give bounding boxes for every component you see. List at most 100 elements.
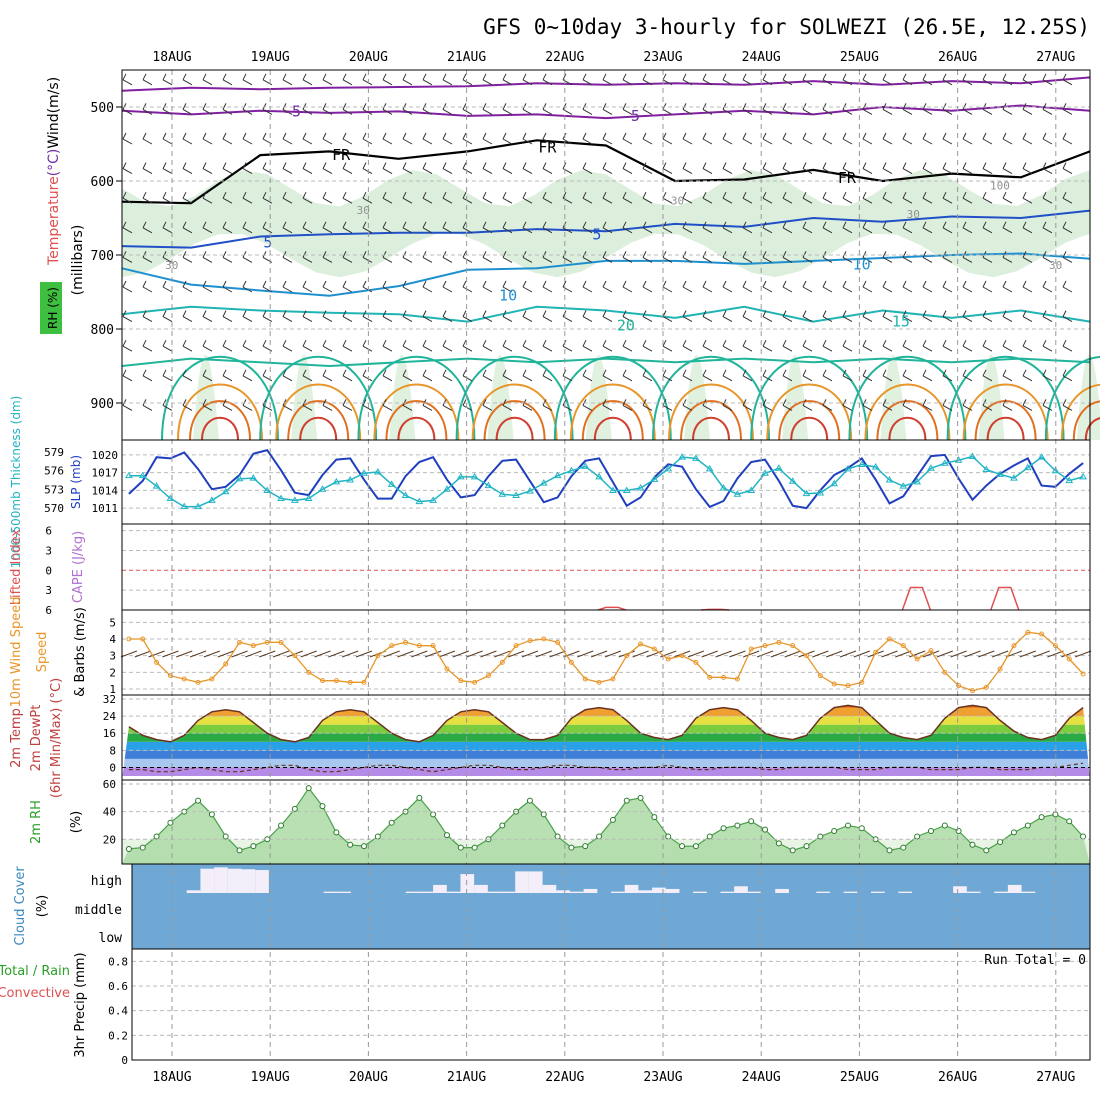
wind-barb <box>762 132 773 145</box>
wind-barb <box>702 280 713 293</box>
thickness-tick-label: 579 <box>44 446 64 459</box>
wind-barb <box>1019 650 1036 658</box>
contour-label: 5 <box>263 233 272 251</box>
wind-barb <box>622 162 633 175</box>
wind-barb <box>622 369 633 382</box>
wind-barb <box>742 251 753 263</box>
rh-marker <box>333 829 340 836</box>
rh-marker <box>443 832 450 839</box>
wind-barb <box>922 251 933 263</box>
wind-barb <box>282 191 293 204</box>
wind-marker <box>568 659 574 665</box>
wind-barb <box>282 103 293 115</box>
wind-marker <box>250 643 256 649</box>
wind-barb <box>942 310 953 323</box>
wind-barb <box>582 191 593 204</box>
wind-barb <box>342 221 353 234</box>
wind-barb <box>1042 73 1053 86</box>
wind-barb <box>582 221 593 234</box>
wind-barb <box>662 339 673 352</box>
thickness-marker <box>360 469 368 476</box>
wind-barb <box>322 310 333 323</box>
wind-barb <box>442 73 453 86</box>
wind-barb <box>402 399 413 411</box>
wind-barb <box>1062 399 1073 411</box>
high-cloud-bar <box>227 868 242 893</box>
wind-barb <box>729 650 746 658</box>
high-cloud-bar <box>405 891 420 893</box>
wind-barb <box>462 399 473 411</box>
wind-barb <box>259 650 276 658</box>
wind-barb <box>222 399 233 411</box>
contour-label: 15 <box>892 313 910 331</box>
wind-barb <box>770 650 788 658</box>
wind-barb <box>162 310 173 323</box>
wind10-group <box>120 621 1092 694</box>
wind-barb <box>402 191 413 204</box>
date-label-top: 20AUG <box>349 50 388 65</box>
wind-barb <box>822 132 833 145</box>
wind-marker <box>333 678 339 684</box>
wind-barb <box>282 310 293 323</box>
rh-marker <box>775 840 782 847</box>
wind-barb <box>262 191 273 204</box>
wind-barb <box>782 251 793 263</box>
wind-barb <box>642 73 653 86</box>
wind-barb <box>302 399 313 411</box>
wind-barb <box>342 162 353 175</box>
wind-barb <box>1042 103 1053 115</box>
wind-barb <box>342 103 353 115</box>
wind-tick-label: 1 <box>109 683 116 696</box>
thickness-marker <box>982 465 991 472</box>
wind-barb <box>862 132 873 145</box>
thickness-marker <box>539 479 548 486</box>
wind-barb <box>122 339 133 352</box>
wind-marker <box>1080 671 1086 677</box>
thickness-marker <box>332 477 341 485</box>
wind-barb <box>1062 103 1073 115</box>
thickness-marker <box>498 490 507 497</box>
wind-barb <box>922 399 933 411</box>
wind-barb <box>542 221 553 234</box>
wind-barb <box>602 251 613 263</box>
wind-barb <box>825 650 843 658</box>
wind-marker <box>292 653 298 659</box>
wind-barb <box>242 339 253 352</box>
wind-barb <box>782 191 793 204</box>
wind-barb <box>262 280 273 293</box>
warm-contour <box>876 400 939 441</box>
isotherm-line <box>121 252 1091 297</box>
wind-barb <box>882 162 893 175</box>
wind-marker <box>914 656 920 662</box>
ylabel-part: Temperature <box>46 176 62 266</box>
wind-barb <box>662 251 673 263</box>
wind-barb <box>862 399 873 411</box>
wind-barb <box>342 251 353 263</box>
wind-barb <box>1005 650 1023 658</box>
thickness-marker <box>304 494 313 502</box>
wind-barb <box>682 369 693 382</box>
wind-barb <box>302 310 313 323</box>
warm-contour <box>177 383 263 441</box>
date-label-bottom: 25AUG <box>840 1070 879 1085</box>
precip-tick-label: 0 <box>121 1054 128 1067</box>
wind-barb <box>522 369 533 382</box>
precip-ylabel: 3hr Precip (mm) <box>73 952 88 1057</box>
rh-marker <box>125 845 132 852</box>
thickness-marker <box>774 464 783 471</box>
thickness-marker <box>526 487 534 494</box>
wind-barb <box>1022 280 1033 293</box>
warm-contour <box>1060 383 1100 441</box>
wind-barb <box>604 650 622 658</box>
wind-barb <box>662 162 673 175</box>
wind-barb <box>272 650 290 658</box>
wind-marker <box>707 674 713 680</box>
cloud-ylabel: Cloud Cover <box>13 866 28 946</box>
thickness-marker <box>747 486 756 494</box>
wind-barb <box>982 339 993 352</box>
wind-barb <box>1002 251 1013 263</box>
wind-barb <box>782 399 793 411</box>
warm-contour <box>385 400 448 441</box>
wind-barb <box>722 103 733 115</box>
